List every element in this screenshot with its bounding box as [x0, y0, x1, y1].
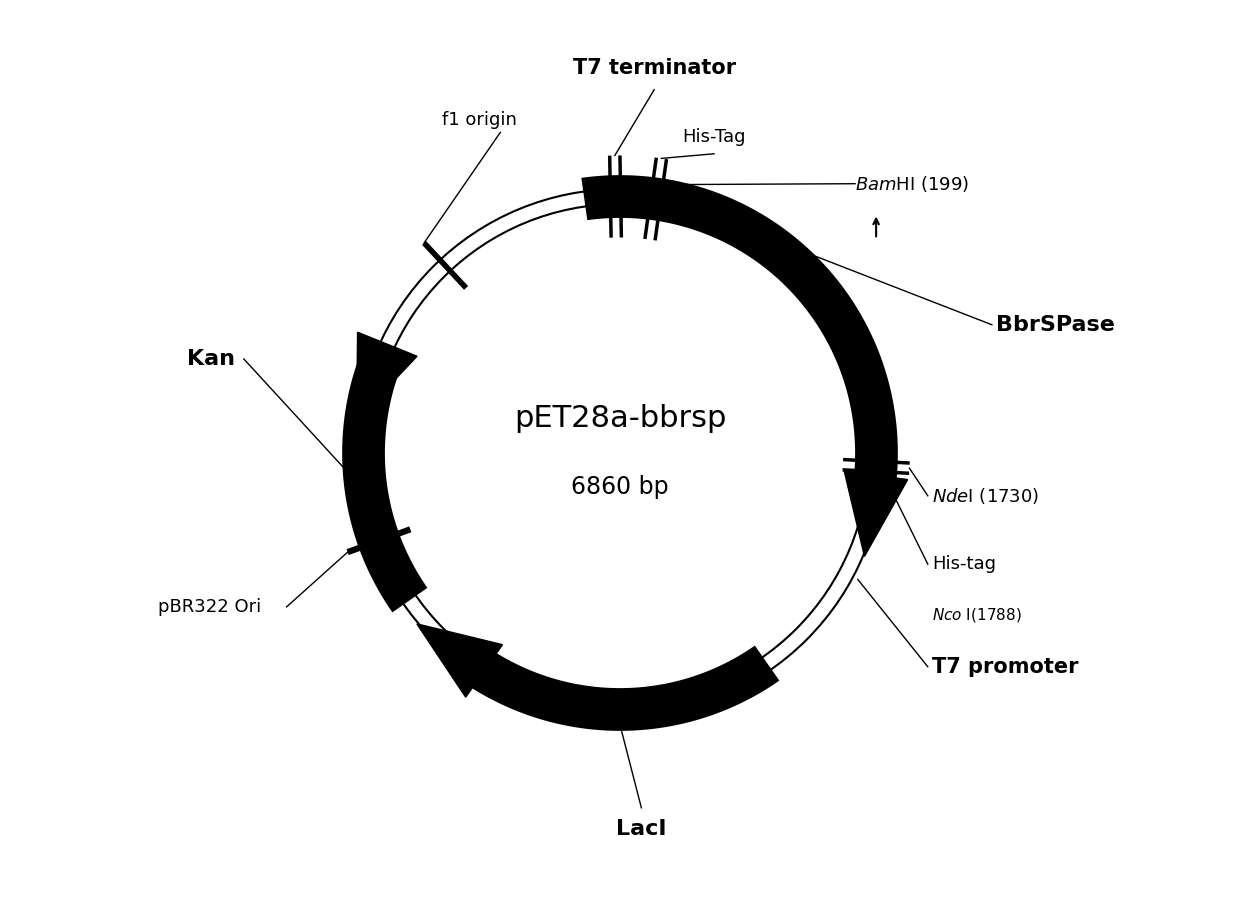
Text: His-Tag: His-Tag	[682, 128, 745, 146]
Text: BbrSPase: BbrSPase	[996, 314, 1115, 334]
Text: pET28a-bbrsp: pET28a-bbrsp	[513, 404, 727, 433]
Text: His-tag: His-tag	[932, 555, 996, 573]
Polygon shape	[417, 624, 502, 698]
Text: T7 terminator: T7 terminator	[573, 58, 735, 78]
Text: $\mathit{Nde}$I (1730): $\mathit{Nde}$I (1730)	[932, 486, 1039, 506]
Polygon shape	[460, 646, 780, 731]
Text: LacI: LacI	[616, 819, 667, 839]
Text: f1 origin: f1 origin	[441, 111, 516, 129]
Text: T7 promoter: T7 promoter	[932, 657, 1079, 677]
Polygon shape	[357, 333, 417, 420]
Polygon shape	[342, 349, 428, 612]
Text: 6860 bp: 6860 bp	[572, 475, 668, 499]
Text: $\mathit{Bam}$HI (199): $\mathit{Bam}$HI (199)	[856, 174, 970, 194]
Text: Kan: Kan	[187, 349, 236, 369]
Text: pBR322 Ori: pBR322 Ori	[157, 598, 260, 616]
Text: $\mathit{Nco}$ I(1788): $\mathit{Nco}$ I(1788)	[932, 606, 1022, 624]
Polygon shape	[582, 175, 898, 492]
Polygon shape	[844, 471, 908, 556]
